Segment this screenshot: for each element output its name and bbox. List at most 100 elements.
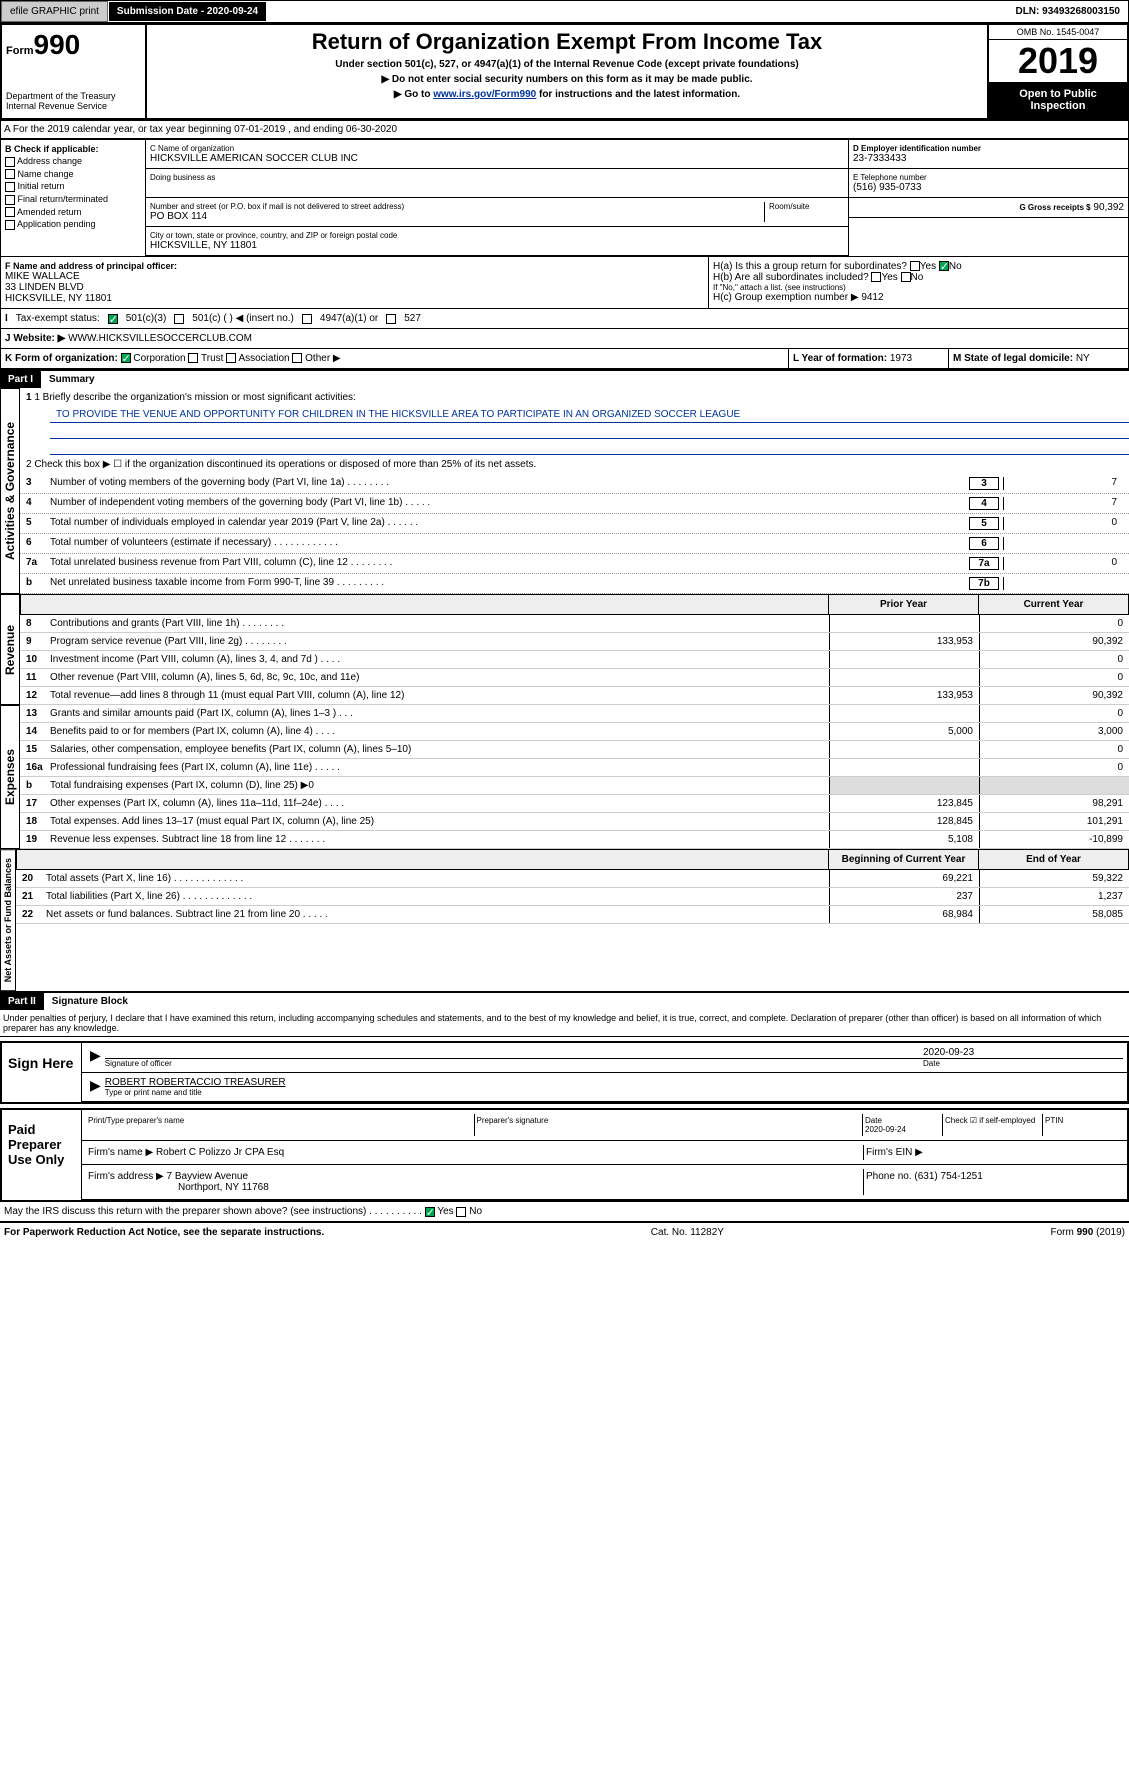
officer-addr1: 33 LINDEN BLVD: [5, 282, 704, 293]
governance-area: Activities & Governance 1 1 Briefly desc…: [0, 388, 1129, 594]
form-header: Form990 Department of the Treasury Inter…: [0, 23, 1129, 120]
hb-note: If "No," attach a list. (see instruction…: [713, 283, 1124, 292]
501c3-checkbox[interactable]: [108, 314, 118, 324]
checkbox[interactable]: [5, 220, 15, 230]
sig-officer-label: Signature of officer: [105, 1058, 923, 1068]
netassets-area: Net Assets or Fund Balances Beginning of…: [0, 849, 1129, 991]
footer-left: For Paperwork Reduction Act Notice, see …: [4, 1227, 324, 1238]
vtab-netassets: Net Assets or Fund Balances: [0, 849, 16, 991]
hb-no[interactable]: [901, 272, 911, 282]
tax-year: 2019: [989, 40, 1127, 82]
form-number: Form990: [6, 29, 141, 61]
perjury: Under penalties of perjury, I declare th…: [0, 1010, 1129, 1037]
efile-label: efile GRAPHIC print: [1, 1, 108, 22]
4947-checkbox[interactable]: [302, 314, 312, 324]
trust-checkbox[interactable]: [188, 353, 198, 363]
prep-col2: Preparer's signature: [475, 1114, 864, 1136]
printed-label: Type or print name and title: [105, 1088, 1123, 1097]
discuss-yes[interactable]: [425, 1207, 435, 1217]
submission-date: Submission Date - 2020-09-24: [109, 2, 266, 21]
part1-hdr: Part I: [0, 371, 41, 388]
section-k-row: K Form of organization: Corporation Trus…: [0, 349, 1129, 369]
form-title: Return of Organization Exempt From Incom…: [151, 29, 983, 55]
phone-label: E Telephone number: [853, 173, 1124, 182]
vtab-expenses: Expenses: [0, 705, 20, 849]
sign-here-area: Sign Here ▶ Signature of officer2020-09-…: [0, 1041, 1129, 1104]
hb: H(b) Are all subordinates included? Yes …: [713, 272, 1124, 283]
form-sub1: Under section 501(c), 527, or 4947(a)(1)…: [151, 59, 983, 70]
firm-ein-label: Firm's EIN ▶: [863, 1145, 1123, 1160]
mission-label: 1 Briefly describe the organization's mi…: [34, 392, 356, 403]
part2-hdr: Part II: [0, 993, 44, 1010]
section-f-h: F Name and address of principal officer:…: [0, 257, 1129, 309]
omb: OMB No. 1545-0047: [989, 25, 1127, 40]
hb-yes[interactable]: [871, 272, 881, 282]
part2-bar: Part II Signature Block: [0, 991, 1129, 1010]
mission-blank1: [50, 423, 1129, 439]
addr: PO BOX 114: [150, 211, 764, 222]
revenue-area: Revenue Prior YearCurrent Year 8Contribu…: [0, 594, 1129, 705]
form990-link[interactable]: www.irs.gov/Form990: [433, 89, 536, 100]
mission-blank2: [50, 439, 1129, 455]
prep-date: 2020-09-24: [865, 1125, 940, 1134]
firm-addr: 7 Bayview Avenue: [167, 1171, 249, 1182]
vtab-revenue: Revenue: [0, 594, 20, 705]
line2: 2 Check this box ▶ ☐ if the organization…: [20, 455, 1129, 474]
form-sub3: ▶ Go to www.irs.gov/Form990 for instruct…: [151, 89, 983, 100]
city: HICKSVILLE, NY 11801: [150, 240, 844, 251]
ein-label: D Employer identification number: [853, 144, 1124, 153]
org-name: HICKSVILLE AMERICAN SOCCER CLUB INC: [150, 153, 844, 164]
prep-col1: Print/Type preparer's name: [86, 1114, 475, 1136]
col-begin: Beginning of Current Year: [828, 850, 978, 869]
org-name-label: C Name of organization: [150, 144, 844, 153]
corp-checkbox[interactable]: [121, 353, 131, 363]
assoc-checkbox[interactable]: [226, 353, 236, 363]
ein: 23-7333433: [853, 153, 1124, 164]
discuss-row: May the IRS discuss this return with the…: [0, 1202, 1129, 1223]
other-checkbox[interactable]: [292, 353, 302, 363]
preparer-label: Paid Preparer Use Only: [2, 1110, 82, 1200]
part2-title: Signature Block: [44, 993, 136, 1010]
ha: H(a) Is this a group return for subordin…: [713, 261, 1124, 272]
sig-date: 2020-09-23: [923, 1047, 1123, 1058]
dba-label: Doing business as: [150, 173, 844, 182]
city-label: City or town, state or province, country…: [150, 231, 844, 240]
preparer-area: Paid Preparer Use Only Print/Type prepar…: [0, 1108, 1129, 1202]
officer-label: F Name and address of principal officer:: [5, 261, 704, 271]
prep-phone: (631) 754-1251: [914, 1171, 982, 1182]
main-info: B Check if applicable: Address change Na…: [0, 139, 1129, 257]
footer: For Paperwork Reduction Act Notice, see …: [0, 1223, 1129, 1242]
ha-yes[interactable]: [910, 261, 920, 271]
tax-exempt-row: I Tax-exempt status: 501(c)(3) 501(c) ( …: [0, 309, 1129, 329]
firm-name: Robert C Polizzo Jr CPA Esq: [156, 1147, 284, 1158]
vtab-governance: Activities & Governance: [0, 388, 20, 594]
room-label: Room/suite: [764, 202, 844, 222]
officer-name: MIKE WALLACE: [5, 271, 704, 282]
section-b-label: B Check if applicable:: [5, 144, 141, 154]
dln: DLN: 93493268003150: [1007, 2, 1128, 21]
mission-text: TO PROVIDE THE VENUE AND OPPORTUNITY FOR…: [50, 407, 1129, 423]
checkbox[interactable]: [5, 169, 15, 179]
part1-title: Summary: [41, 371, 103, 388]
website-row: J Website: ▶ WWW.HICKSVILLESOCCERCLUB.CO…: [0, 329, 1129, 349]
checkbox[interactable]: [5, 182, 15, 192]
checkbox[interactable]: [5, 195, 15, 205]
discuss-no[interactable]: [456, 1207, 466, 1217]
website-val: WWW.HICKSVILLESOCCERCLUB.COM: [68, 333, 252, 344]
col-prior: Prior Year: [828, 595, 978, 614]
checkbox[interactable]: [5, 207, 15, 217]
501c-checkbox[interactable]: [174, 314, 184, 324]
col-curr: Current Year: [978, 595, 1128, 614]
officer-addr2: HICKSVILLE, NY 11801: [5, 293, 704, 304]
j-label: J: [5, 333, 11, 344]
checkbox[interactable]: [5, 157, 15, 167]
gross-label: G Gross receipts $: [1019, 203, 1090, 212]
ha-no[interactable]: [939, 261, 949, 271]
open-public: Open to Public Inspection: [989, 82, 1127, 118]
footer-mid: Cat. No. 11282Y: [651, 1227, 724, 1238]
section-a: A For the 2019 calendar year, or tax yea…: [0, 120, 1129, 139]
addr-label: Number and street (or P.O. box if mail i…: [150, 202, 764, 211]
dept-label: Department of the Treasury Internal Reve…: [6, 91, 141, 111]
527-checkbox[interactable]: [386, 314, 396, 324]
form-sub2: ▶ Do not enter social security numbers o…: [151, 74, 983, 85]
